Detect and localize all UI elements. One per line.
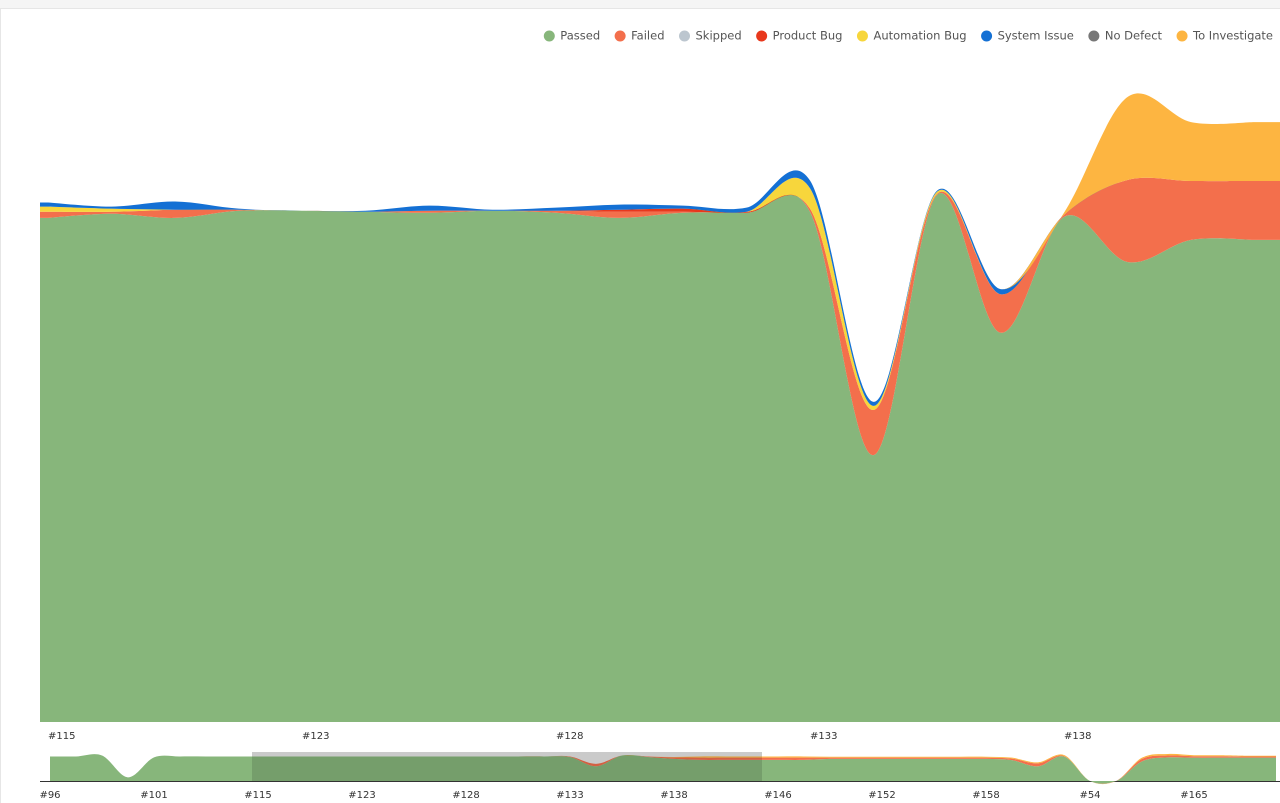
legend-label[interactable]: No Defect <box>1105 29 1163 43</box>
x-tick-label: #133 <box>556 790 583 801</box>
x-tick-label: #101 <box>140 790 167 801</box>
x-tick-label: #133 <box>810 731 837 742</box>
legend-label[interactable]: To Investigate <box>1192 29 1273 43</box>
legend-label[interactable]: Automation Bug <box>873 29 966 43</box>
x-tick-label: #138 <box>660 790 687 801</box>
legend-marker[interactable] <box>756 30 768 42</box>
x-tick-label: #146 <box>764 790 791 801</box>
legend-marker[interactable] <box>1176 30 1188 42</box>
legend-label[interactable]: Passed <box>560 29 600 43</box>
area-0 <box>40 192 1280 722</box>
area-1 <box>40 177 1280 456</box>
x-tick-label: #165 <box>1180 790 1207 801</box>
x-tick-label: #123 <box>348 790 375 801</box>
x-tick-label: #152 <box>868 790 895 801</box>
legend-label[interactable]: Skipped <box>696 29 742 43</box>
x-tick-label: #128 <box>556 731 583 742</box>
x-tick-label: #158 <box>972 790 999 801</box>
x-tick-label: #138 <box>1064 731 1091 742</box>
legend-marker[interactable] <box>614 30 626 42</box>
area-7 <box>40 93 1280 402</box>
x-tick-label: #123 <box>302 731 329 742</box>
legend-label[interactable]: System Issue <box>998 29 1074 43</box>
legend-marker[interactable] <box>981 30 993 42</box>
legend-marker[interactable] <box>543 30 555 42</box>
top-bar <box>0 0 1280 8</box>
x-tick-label: #54 <box>1079 790 1100 801</box>
area-0 <box>50 754 1276 784</box>
x-tick-label: #128 <box>452 790 479 801</box>
legend-label[interactable]: Product Bug <box>773 29 843 43</box>
legend-label[interactable]: Failed <box>631 29 664 43</box>
area-1 <box>50 754 1276 784</box>
x-tick-label: #115 <box>244 790 271 801</box>
legend-marker[interactable] <box>1088 30 1100 42</box>
x-tick-label: #115 <box>48 731 75 742</box>
legend-marker[interactable] <box>856 30 868 42</box>
x-tick-label: #96 <box>39 790 60 801</box>
legend-marker[interactable] <box>679 30 690 42</box>
navigator-window-shade[interactable] <box>252 752 762 781</box>
